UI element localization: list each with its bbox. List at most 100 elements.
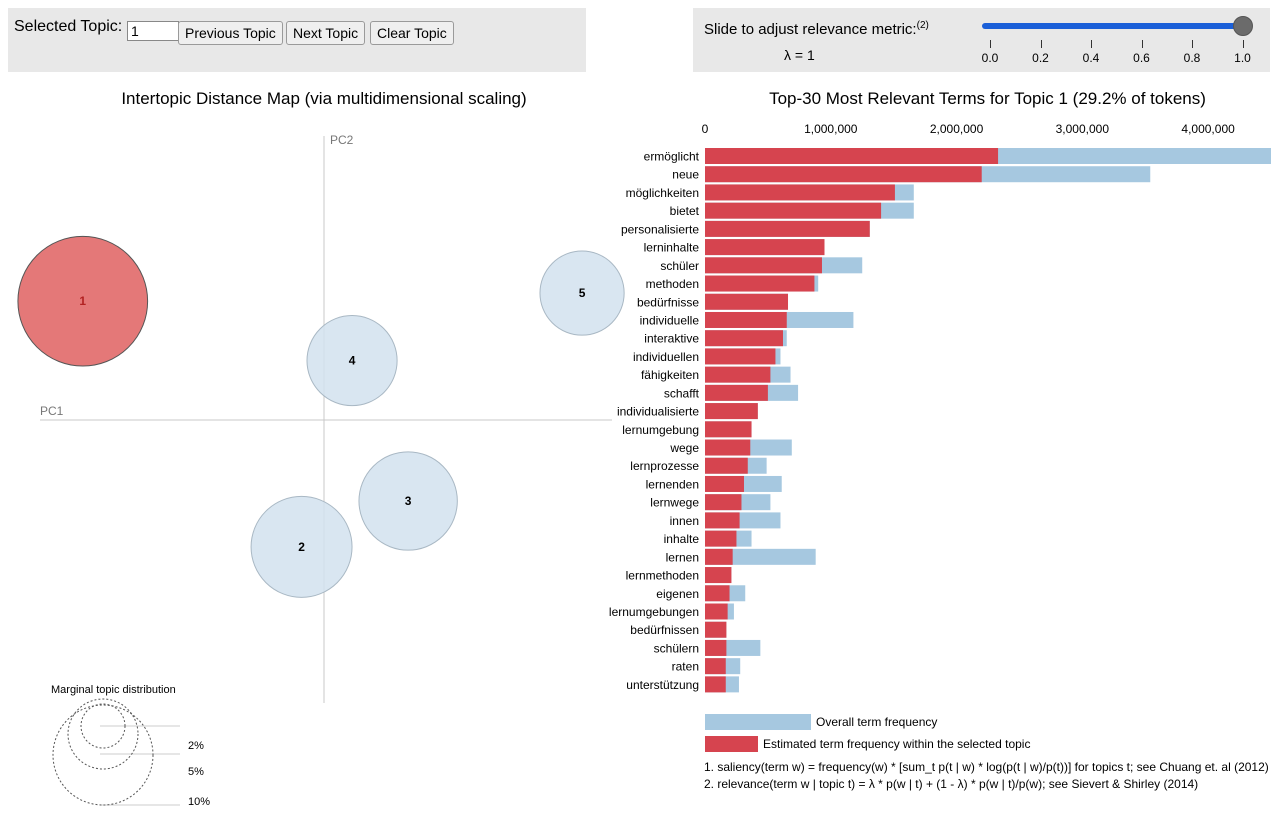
- term-label[interactable]: neue: [672, 168, 699, 182]
- topic-circle-1[interactable]: [17, 235, 149, 367]
- bar-topic-neue[interactable]: [705, 166, 982, 183]
- lambda-label-footnote: (2): [916, 20, 929, 31]
- bar-topic-fähigkeiten[interactable]: [705, 366, 771, 383]
- marginal-title: Marginal topic distribution: [51, 684, 176, 696]
- clear-topic-button[interactable]: Clear Topic: [370, 21, 454, 45]
- term-label[interactable]: individualisierte: [617, 405, 699, 419]
- bar-topic-lernenden[interactable]: [705, 475, 744, 492]
- bar-topic-lerninhalte[interactable]: [705, 239, 825, 256]
- term-label[interactable]: eigenen: [656, 587, 699, 601]
- lambda-tick-label: 0.4: [1082, 51, 1100, 65]
- term-label[interactable]: individuellen: [633, 350, 699, 364]
- marginal-circle-10pct: [52, 704, 154, 806]
- topic-circle-5[interactable]: [539, 250, 625, 336]
- topic-circle-label-2: 2: [298, 540, 305, 554]
- lambda-slider-track[interactable]: [982, 23, 1240, 29]
- next-topic-button[interactable]: Next Topic: [286, 21, 366, 45]
- topic-circle-4[interactable]: [306, 315, 398, 407]
- bar-topic-lernmethoden[interactable]: [705, 567, 732, 584]
- lambda-tick-mark: [1091, 40, 1092, 48]
- term-label[interactable]: bedürfnisse: [637, 295, 699, 309]
- marginal-label-2pct: 2%: [188, 740, 204, 752]
- term-label[interactable]: bietet: [670, 204, 700, 218]
- relevant-terms-bar-chart: 0 1,000,000 2,000,000 3,000,000 4,000,000 er…: [609, 122, 1271, 791]
- selected-topic-label: Selected Topic:: [14, 18, 123, 35]
- term-label[interactable]: lernenden: [646, 477, 699, 491]
- bar-topic-methoden[interactable]: [705, 275, 815, 292]
- bar-topic-bietet[interactable]: [705, 202, 882, 219]
- term-label[interactable]: schüler: [660, 259, 699, 273]
- lambda-tick-label: 0.2: [1032, 51, 1049, 65]
- term-label[interactable]: personalisierte: [621, 222, 699, 236]
- bar-chart-title: Top-30 Most Relevant Terms for Topic 1 (…: [769, 89, 1206, 108]
- footnote-relevance: 2. relevance(term w | topic t) = λ * p(w…: [704, 777, 1198, 791]
- term-label[interactable]: fähigkeiten: [641, 368, 699, 382]
- lambda-tick-label: 0.6: [1133, 51, 1150, 65]
- term-label[interactable]: lernumgebung: [622, 423, 699, 437]
- term-label[interactable]: ermöglicht: [644, 150, 700, 164]
- bar-topic-schafft[interactable]: [705, 384, 768, 401]
- bar-topic-lernumgebung[interactable]: [705, 421, 752, 438]
- term-label[interactable]: individuelle: [640, 313, 700, 327]
- bar-topic-möglichkeiten[interactable]: [705, 184, 895, 201]
- term-label[interactable]: möglichkeiten: [626, 186, 699, 200]
- term-label[interactable]: schafft: [664, 386, 700, 400]
- pc1-axis-label: PC1: [40, 404, 64, 418]
- bar-topic-innen[interactable]: [705, 512, 740, 529]
- x-tick-label: 3,000,000: [1056, 122, 1110, 136]
- term-label[interactable]: lerninhalte: [644, 241, 700, 255]
- term-label[interactable]: wege: [669, 441, 699, 455]
- term-label[interactable]: inhalte: [664, 532, 700, 546]
- bar-topic-individuellen[interactable]: [705, 348, 776, 365]
- bar-topic-unterstützung[interactable]: [705, 676, 726, 693]
- marginal-circle-2pct: [80, 703, 126, 749]
- lambda-tick-mark: [1141, 40, 1143, 48]
- previous-topic-button[interactable]: Previous Topic: [178, 21, 283, 45]
- bar-topic-bedürfnissen[interactable]: [705, 621, 727, 638]
- lambda-tick-label: 0.8: [1183, 51, 1201, 65]
- term-label[interactable]: lernmethoden: [626, 569, 699, 583]
- topic-circle-3[interactable]: [358, 451, 458, 551]
- term-label[interactable]: innen: [670, 514, 699, 528]
- bar-x-axis: 0 1,000,000 2,000,000 3,000,000 4,000,000: [702, 122, 1235, 136]
- bar-topic-individualisierte[interactable]: [705, 403, 758, 420]
- term-label[interactable]: raten: [672, 660, 699, 674]
- topic-circle-label-1: 1: [79, 294, 86, 308]
- bar-overall-lernen[interactable]: [705, 548, 816, 565]
- term-label[interactable]: lernen: [666, 550, 699, 564]
- term-label[interactable]: schülern: [654, 641, 699, 655]
- marginal-circle-5pct: [67, 698, 139, 770]
- topic-circle-2[interactable]: [250, 495, 353, 598]
- term-label[interactable]: interaktive: [644, 332, 699, 346]
- bar-legend: Overall term frequency Estimated term fr…: [705, 714, 1030, 752]
- term-label[interactable]: lernprozesse: [630, 459, 699, 473]
- intertopic-distance-map: PC2 PC1 1 2 3 4 5 Marginal topic distributio…: [17, 133, 625, 808]
- lambda-value: λ = 1: [784, 47, 815, 63]
- legend-label-overall: Overall term frequency: [816, 715, 937, 729]
- bar-topic-ermöglicht[interactable]: [705, 148, 999, 164]
- term-label[interactable]: bedürfnissen: [630, 623, 699, 637]
- bar-topic-eigenen[interactable]: [705, 585, 730, 602]
- bar-topic-raten[interactable]: [705, 658, 726, 675]
- bar-topic-schülern[interactable]: [705, 639, 727, 656]
- lambda-slider-thumb[interactable]: [1232, 16, 1253, 36]
- bar-topic-lernprozesse[interactable]: [705, 457, 748, 474]
- bar-topic-lernen[interactable]: [705, 548, 733, 565]
- term-label[interactable]: lernwege: [650, 496, 699, 510]
- lambda-tick-label: 0.0: [981, 51, 999, 65]
- bar-topic-individuelle[interactable]: [705, 311, 787, 328]
- term-label[interactable]: lernumgebungen: [609, 605, 699, 619]
- term-label[interactable]: unterstützung: [626, 678, 699, 692]
- bar-topic-personalisierte[interactable]: [705, 220, 870, 237]
- bar-topic-inhalte[interactable]: [705, 530, 737, 547]
- lambda-control-panel: Slide to adjust relevance metric:(2) λ =…: [693, 8, 1270, 72]
- term-label[interactable]: methoden: [646, 277, 699, 291]
- bar-topic-wege[interactable]: [705, 439, 751, 456]
- bar-topic-lernwege[interactable]: [705, 494, 742, 511]
- selected-topic-input[interactable]: [127, 21, 179, 41]
- bar-topic-lernumgebungen[interactable]: [705, 603, 728, 620]
- marginal-label-5pct: 5%: [188, 766, 204, 778]
- bar-topic-interaktive[interactable]: [705, 330, 783, 347]
- bar-topic-bedürfnisse[interactable]: [705, 293, 789, 310]
- bar-topic-schüler[interactable]: [705, 257, 822, 274]
